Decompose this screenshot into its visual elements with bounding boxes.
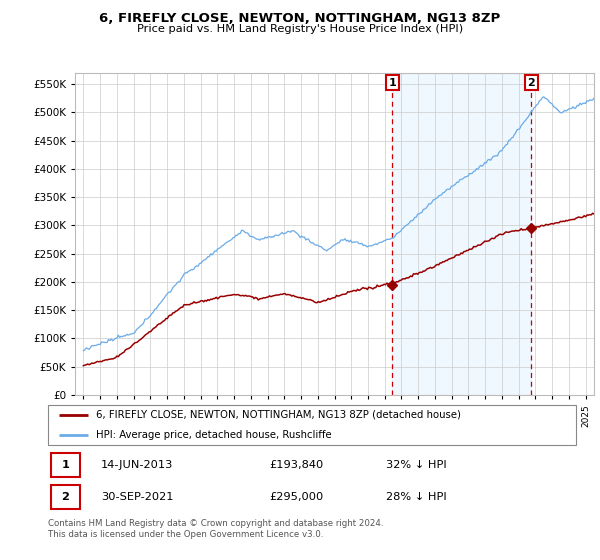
Text: 1: 1 [388,78,396,87]
Bar [392,73,531,395]
Text: Contains HM Land Registry data © Crown copyright and database right 2024.
This d: Contains HM Land Registry data © Crown c… [48,519,383,539]
FancyBboxPatch shape [50,454,80,477]
Text: 30-SEP-2021: 30-SEP-2021 [101,492,173,502]
Text: Price paid vs. HM Land Registry's House Price Index (HPI): Price paid vs. HM Land Registry's House … [137,24,463,34]
FancyBboxPatch shape [48,405,576,445]
Text: 2: 2 [61,492,69,502]
Text: 6, FIREFLY CLOSE, NEWTON, NOTTINGHAM, NG13 8ZP: 6, FIREFLY CLOSE, NEWTON, NOTTINGHAM, NG… [100,12,500,25]
Text: 14-JUN-2013: 14-JUN-2013 [101,460,173,470]
Text: £295,000: £295,000 [270,492,324,502]
Text: 32% ↓ HPI: 32% ↓ HPI [386,460,446,470]
FancyBboxPatch shape [50,485,80,508]
Text: 28% ↓ HPI: 28% ↓ HPI [386,492,446,502]
Text: 1: 1 [61,460,69,470]
Text: 2: 2 [527,78,535,87]
Text: 6, FIREFLY CLOSE, NEWTON, NOTTINGHAM, NG13 8ZP (detached house): 6, FIREFLY CLOSE, NEWTON, NOTTINGHAM, NG… [95,410,461,420]
Text: HPI: Average price, detached house, Rushcliffe: HPI: Average price, detached house, Rush… [95,430,331,440]
Text: £193,840: £193,840 [270,460,324,470]
